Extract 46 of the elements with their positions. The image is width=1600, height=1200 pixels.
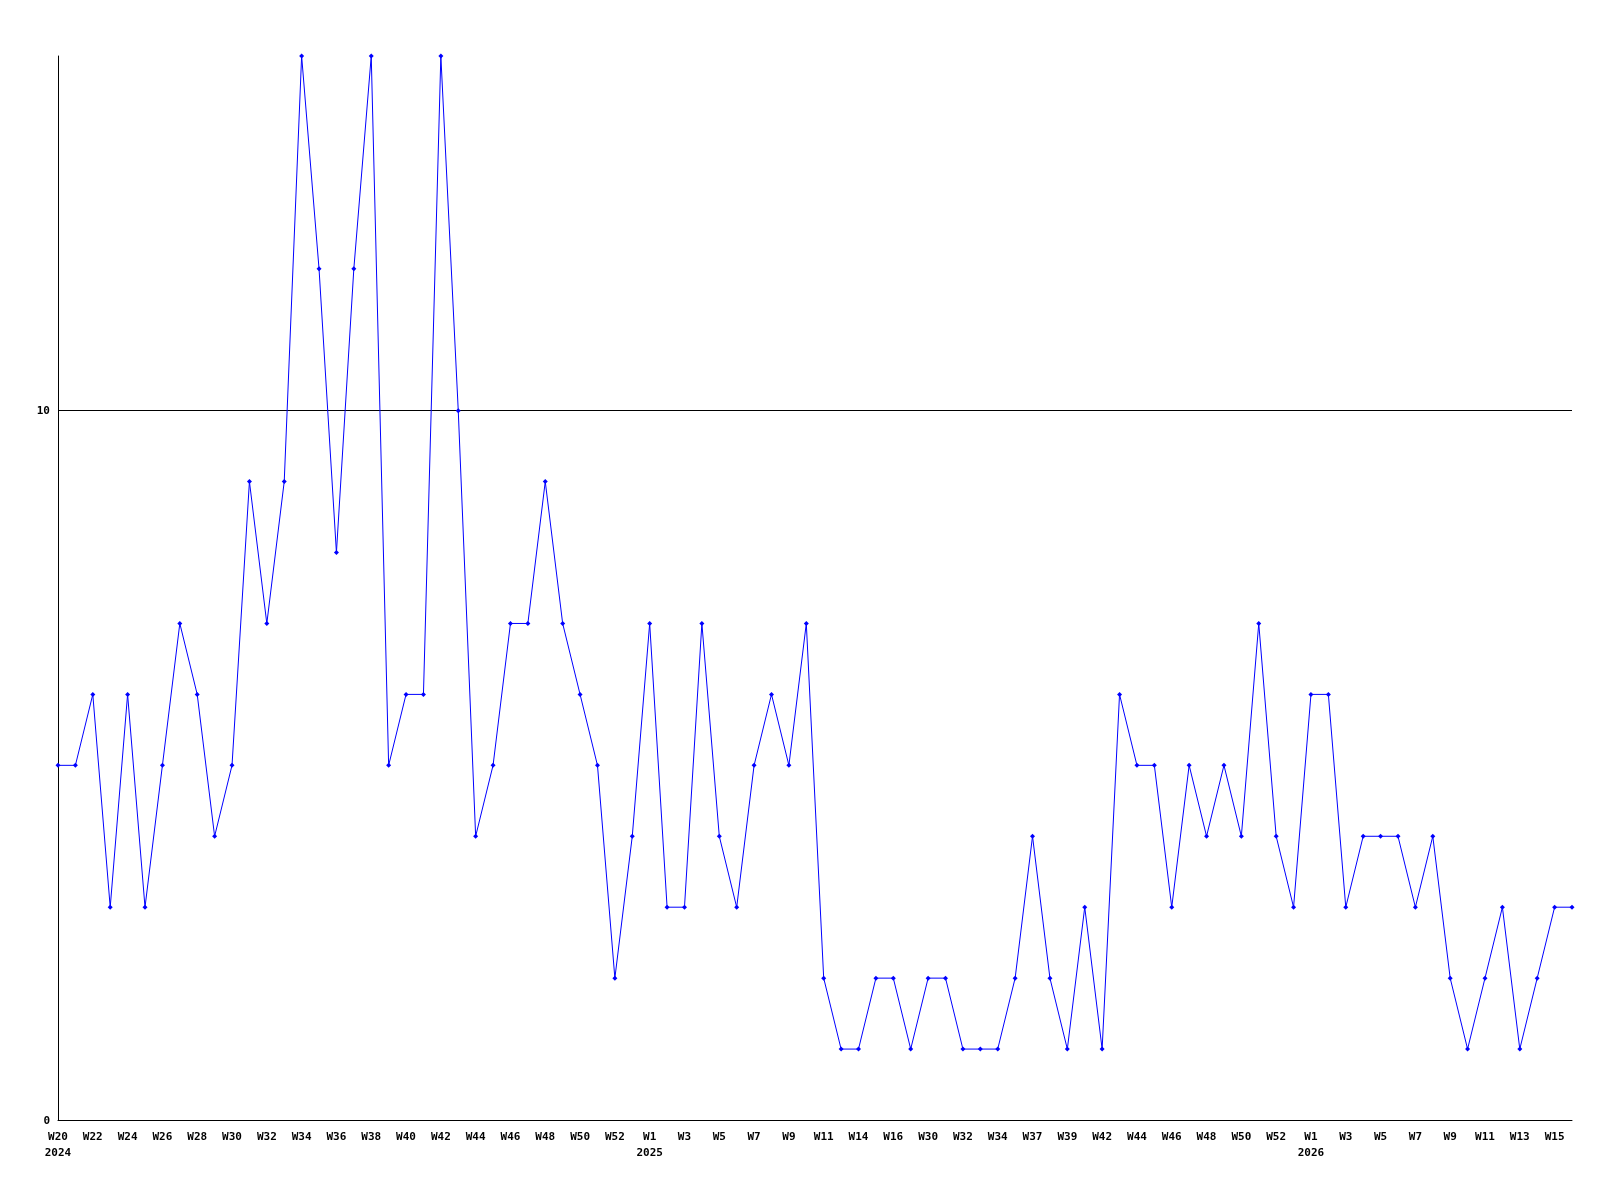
x-tick-label: W52 [604,1129,625,1143]
y-tick-label: 10 [36,404,50,418]
x-tick-label: W3 [677,1129,692,1143]
x-tick-label: W32 [952,1129,973,1143]
x-tick-label: W34 [291,1129,312,1143]
x-tick-label: W11 [813,1129,835,1143]
x-tick-label: W14 [848,1129,869,1143]
x-tick-label: W13 [1509,1129,1530,1143]
x-tick-label: W5 [1373,1129,1388,1143]
x-tick-label: W9 [1443,1129,1457,1143]
y-tick-label: 0 [43,1113,50,1127]
x-tick-label: W46 [500,1129,521,1143]
x-tick-label: W7 [747,1129,761,1143]
x-tick-label: W1 2025 [636,1129,663,1159]
x-tick-label: W28 [187,1129,208,1143]
x-tick-label: W48 [1196,1129,1217,1143]
x-tick-label: W22 [82,1129,103,1143]
x-tick-label: W7 [1408,1129,1422,1143]
x-tick-label: W37 [1022,1129,1043,1143]
x-tick-label: W9 [782,1129,796,1143]
x-tick-label: W26 [152,1129,173,1143]
x-tick-label: W34 [987,1129,1009,1143]
x-tick-label: W36 [326,1129,347,1143]
x-tick-label: W52 [1266,1129,1287,1143]
x-tick-label: W11 [1475,1129,1496,1143]
x-tick-label: W42 [1092,1129,1113,1143]
x-tick-label: W38 [361,1129,382,1143]
x-tick-label: W44 [465,1129,486,1143]
x-tick-label: W16 [883,1129,904,1143]
x-tick-label: W50 [1231,1129,1252,1143]
x-tick-label: W44 [1127,1129,1148,1143]
x-tick-label: W30 [222,1129,242,1143]
x-tick-label: W42 [430,1129,451,1143]
x-tick-label: W48 [535,1129,556,1143]
x-tick-label: W20 2024 [44,1129,72,1159]
x-tick-label: W24 [117,1129,138,1143]
x-tick-label: W1 2026 [1297,1129,1325,1159]
x-tick-label: W30 [918,1129,939,1143]
x-tick-label: W40 [396,1129,416,1143]
x-tick-label: W39 [1057,1129,1078,1143]
x-tick-label: W46 [1161,1129,1183,1143]
x-tick-label: W3 [1339,1129,1353,1143]
x-tick-label: W15 [1544,1129,1565,1143]
x-tick-label: W50 [570,1129,591,1143]
x-tick-label: W32 [256,1129,277,1143]
x-tick-label: W5 [712,1129,726,1143]
